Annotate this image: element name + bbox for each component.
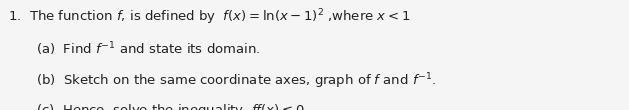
Text: 1.  The function $f$, is defined by  $f(x) = \mathrm{ln}(x-1)^2$ ,where $x < 1$: 1. The function $f$, is defined by $f(x)… — [8, 8, 410, 27]
Text: (a)  Find $f^{-1}$ and state its domain.: (a) Find $f^{-1}$ and state its domain. — [36, 41, 261, 58]
Text: (c)  Hence, solve the inequality  $ff(x) \leq 0$.: (c) Hence, solve the inequality $ff(x) \… — [36, 102, 309, 110]
Text: (b)  Sketch on the same coordinate axes, graph of $f$ and $f^{-1}$.: (b) Sketch on the same coordinate axes, … — [36, 72, 437, 91]
